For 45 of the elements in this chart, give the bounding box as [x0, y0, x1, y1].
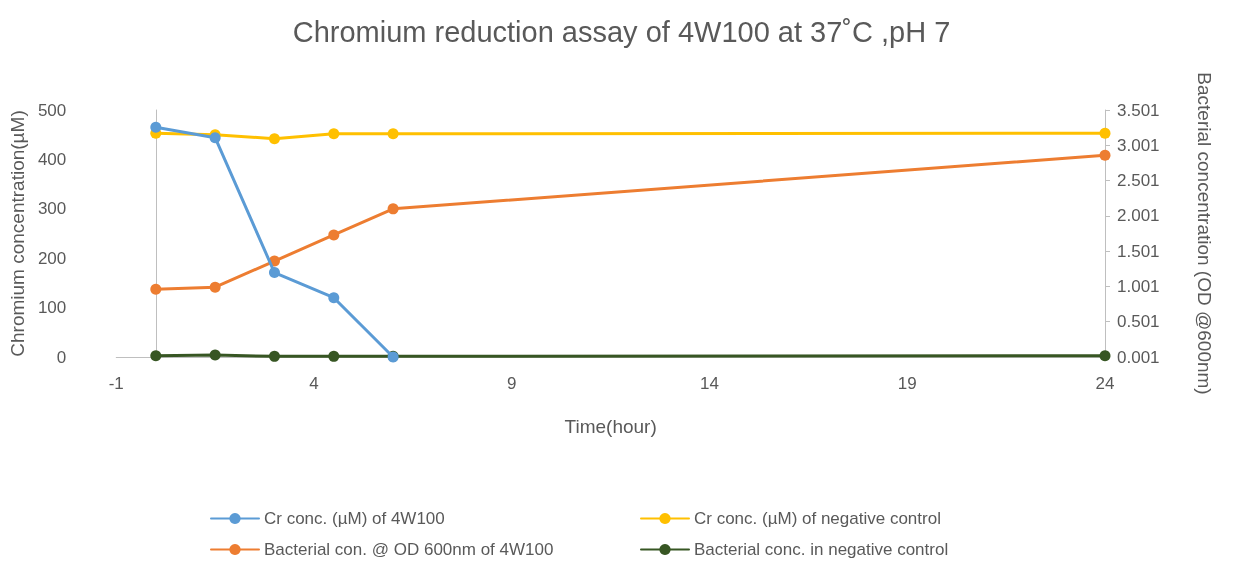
- point: [268, 350, 280, 362]
- point: [1099, 149, 1111, 161]
- point: [150, 350, 162, 362]
- y2-tick-label: 3.501: [1117, 100, 1160, 120]
- y2-axis-title: Bacterial concentration (OD @600nm): [1194, 72, 1215, 395]
- chart-title: Chromium reduction assay of 4W100 at 37˚C ,pH 7: [292, 15, 951, 48]
- point: [1099, 350, 1111, 362]
- y2-tick-label: 1.501: [1117, 241, 1160, 261]
- y-tick-label: 500: [37, 100, 67, 120]
- y-axis-title: Chromium concentration(µM): [7, 110, 28, 357]
- point: [268, 267, 280, 279]
- point: [209, 281, 221, 293]
- x-tick-label: -1: [108, 374, 124, 393]
- y-tick-label: 200: [37, 248, 67, 268]
- y-tick-label: 300: [37, 199, 67, 219]
- y2-tick-label: 2.001: [1117, 206, 1160, 226]
- x-tick-label: 19: [897, 374, 917, 393]
- point: [387, 203, 399, 215]
- y-tick-label: 0: [56, 347, 67, 367]
- y2-tick-label: 3.001: [1117, 135, 1160, 155]
- x-tick-label: 14: [700, 374, 719, 393]
- y2-tick-label: 1.001: [1117, 276, 1160, 296]
- point: [150, 121, 162, 133]
- point: [328, 350, 340, 362]
- y-tick-label: 100: [37, 298, 67, 318]
- point: [328, 229, 340, 241]
- y-tick-label: 400: [37, 149, 67, 169]
- legend-label: Cr conc. (µM) of negative control: [694, 509, 941, 528]
- point: [268, 133, 280, 145]
- point: [328, 128, 340, 140]
- x-axis-title: Time(hour): [564, 416, 657, 437]
- point: [209, 349, 221, 361]
- y2-tick-label: 0.001: [1117, 347, 1160, 367]
- point: [387, 128, 399, 140]
- legend-label: Cr conc. (µM) of 4W100: [264, 509, 445, 528]
- point: [1099, 127, 1111, 139]
- y2-tick-label: 0.501: [1117, 312, 1160, 332]
- point: [150, 283, 162, 295]
- point: [328, 292, 340, 304]
- legend-label: Bacterial conc. in negative control: [694, 540, 949, 559]
- x-tick-label: 24: [1095, 374, 1115, 393]
- legend-label: Bacterial con. @ OD 600nm of 4W100: [264, 540, 554, 559]
- x-tick-label: 4: [309, 374, 319, 393]
- y2-tick-label: 2.501: [1117, 171, 1160, 191]
- x-tick-label: 9: [507, 374, 517, 393]
